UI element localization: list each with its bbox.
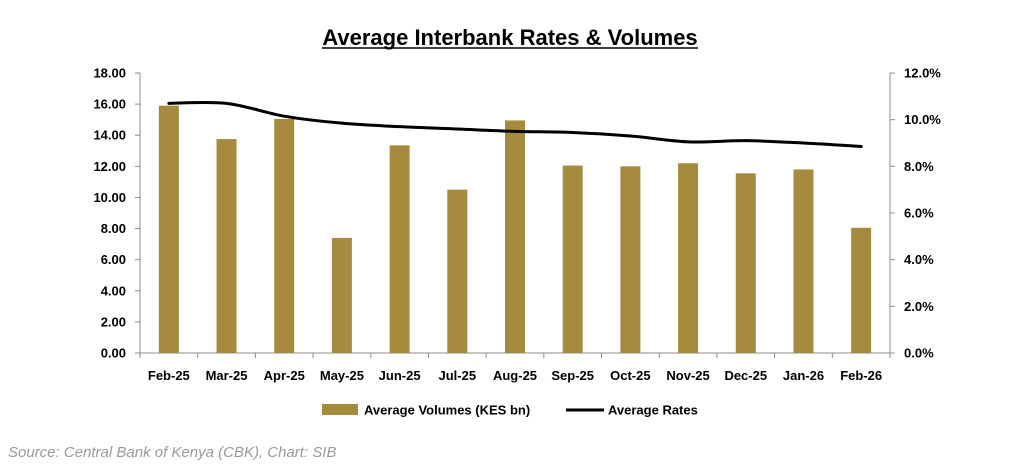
- y-right-tick-label: 2.0%: [904, 299, 934, 314]
- bar-volume: [678, 163, 699, 353]
- legend-label-rates: Average Rates: [608, 403, 698, 418]
- x-tick-label: Aug-25: [493, 368, 537, 383]
- y-left-tick-label: 16.00: [93, 97, 126, 112]
- y-right-tick-label: 4.0%: [904, 252, 934, 267]
- x-tick-label: Nov-25: [666, 368, 709, 383]
- x-tick-label: Jul-25: [439, 368, 477, 383]
- bar-volume: [505, 120, 525, 353]
- x-tick-label: Sep-25: [551, 368, 594, 383]
- y-left-tick-label: 18.00: [93, 66, 126, 81]
- chart-title: Average Interbank Rates & Volumes: [322, 25, 697, 50]
- x-tick-label: Mar-25: [206, 368, 248, 383]
- bar-volume: [793, 169, 814, 353]
- y-left-tick-label: 0.00: [101, 346, 126, 361]
- bar-volume: [331, 237, 352, 353]
- bar-volume: [851, 227, 872, 353]
- bar-volume: [447, 189, 468, 353]
- x-tick-label: Jan-26: [783, 368, 824, 383]
- bar-volume: [216, 139, 237, 353]
- source-note: Source: Central Bank of Kenya (CBK), Cha…: [8, 444, 337, 461]
- legend-swatch-volumes: [322, 404, 358, 415]
- y-left-tick-label: 4.00: [101, 283, 126, 298]
- chart-svg: Average Interbank Rates & Volumes 0.00 2.…: [93, 25, 941, 418]
- x-tick-label: Dec-25: [724, 368, 767, 383]
- bar-volume: [274, 118, 295, 353]
- y-left-tick-label: 8.00: [101, 221, 126, 236]
- x-tick-label: Apr-25: [264, 368, 305, 383]
- bar-volume: [562, 165, 583, 353]
- x-tick-label: Feb-26: [840, 368, 882, 383]
- y-right-tick-label: 6.0%: [904, 206, 934, 221]
- x-tick-label: Feb-25: [148, 368, 190, 383]
- y-right-tick-label: 8.0%: [904, 159, 934, 174]
- y-left-tick-label: 14.00: [93, 128, 126, 143]
- x-tick-label: May-25: [320, 368, 364, 383]
- line-average-rates: [167, 100, 863, 148]
- bar-volume: [158, 105, 179, 354]
- x-tick-label: Oct-25: [610, 368, 650, 383]
- x-tick-label: Jun-25: [379, 368, 421, 383]
- y-left-tick-label: 6.00: [101, 252, 126, 267]
- y-right-tick-label: 10.0%: [904, 112, 941, 127]
- y-left-tick-label: 12.00: [93, 159, 126, 174]
- legend-label-volumes: Average Volumes (KES bn): [364, 403, 530, 418]
- y-left-tick-label: 2.00: [101, 314, 126, 329]
- y-left-tick-label: 10.00: [93, 190, 126, 205]
- bar-volume: [620, 166, 641, 353]
- y-right-tick-label: 12.0%: [904, 66, 941, 81]
- bar-volume: [389, 145, 410, 353]
- legend: Average Volumes (KES bn) Average Rates: [322, 403, 698, 418]
- plot-area: 0.00 2.00 4.00 6.00 8.00 10.00 12.00 14.00 16.00…: [93, 66, 941, 384]
- bar-volume: [735, 173, 756, 353]
- y-right-tick-label: 0.0%: [904, 346, 934, 361]
